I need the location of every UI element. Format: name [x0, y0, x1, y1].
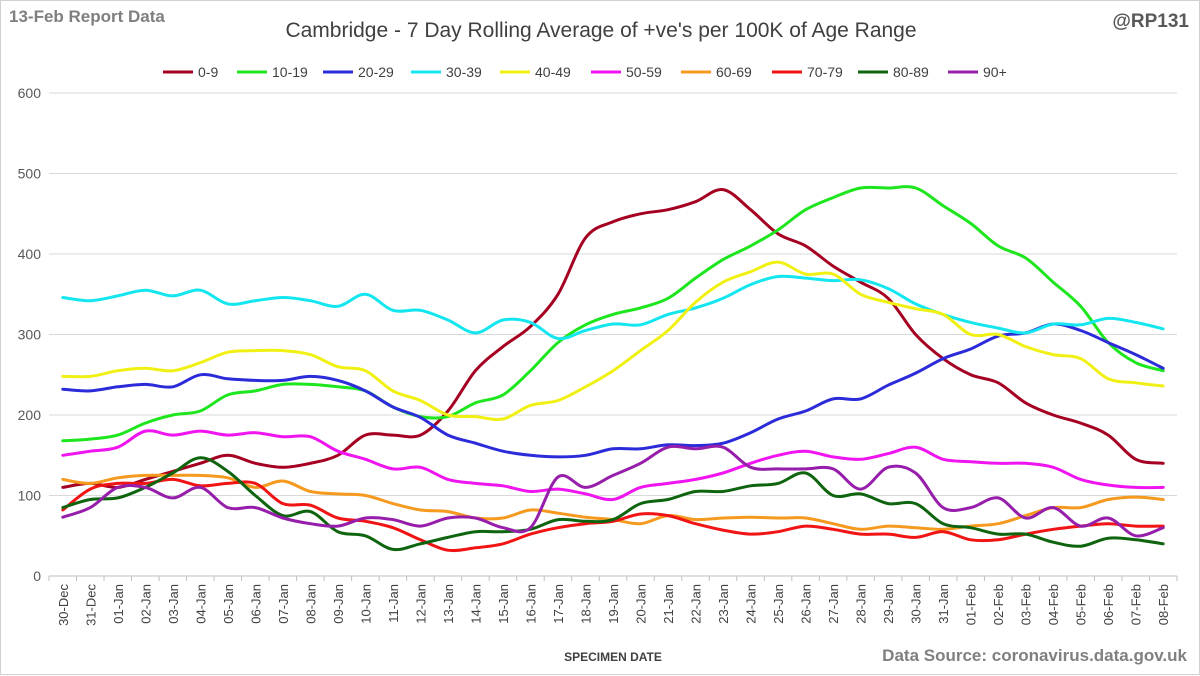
legend-label: 40-49: [535, 64, 571, 80]
x-tick-label: 16-Jan: [523, 584, 538, 624]
legend-item: 80-89: [858, 64, 929, 80]
x-tick-label: 19-Jan: [606, 584, 621, 624]
x-tick-label: 03-Jan: [166, 584, 181, 624]
legend-label: 10-19: [272, 64, 308, 80]
series-line-20-29: [61, 322, 1165, 459]
legend-label: 90+: [983, 64, 1007, 80]
x-tick-label: 04-Feb: [1046, 584, 1061, 625]
x-tick-label: 21-Jan: [661, 584, 676, 624]
x-tick-label: 22-Jan: [689, 584, 704, 624]
x-tick-label: 05-Jan: [221, 584, 236, 624]
legend-item: 60-69: [681, 64, 752, 80]
x-tick-label: 28-Jan: [854, 584, 869, 624]
legend-item: 50-59: [591, 64, 662, 80]
x-tick-label: 06-Feb: [1101, 584, 1116, 625]
y-tick-label: 600: [18, 85, 42, 101]
x-tick-label: 05-Feb: [1074, 584, 1089, 625]
series-line-70-79: [61, 477, 1165, 553]
y-tick-label: 0: [33, 568, 41, 584]
series-line-50-59: [61, 429, 1165, 502]
x-tick-label: 02-Jan: [138, 584, 153, 624]
x-tick-label: 06-Jan: [248, 584, 263, 624]
legend-item: 90+: [948, 64, 1007, 80]
x-tick-label: 07-Jan: [276, 584, 291, 624]
legend-label: 60-69: [716, 64, 752, 80]
x-tick-label: 14-Jan: [468, 584, 483, 624]
x-tick-label: 24-Jan: [744, 584, 759, 624]
legend-label: 0-9: [198, 64, 218, 80]
y-tick-label: 100: [18, 488, 42, 504]
legend-item: 30-39: [411, 64, 482, 80]
x-tick-label: 30-Dec: [56, 584, 71, 626]
x-tick-label: 20-Jan: [634, 584, 649, 624]
legend-label: 70-79: [807, 64, 843, 80]
y-tick-label: 500: [18, 166, 42, 182]
x-tick-label: 18-Jan: [578, 584, 593, 624]
data-source-label: Data Source: coronavirus.data.gov.uk: [882, 646, 1187, 665]
x-tick-label: 26-Jan: [799, 584, 814, 624]
series-line-90+: [61, 444, 1165, 538]
legend-item: 70-79: [772, 64, 843, 80]
legend-item: 0-9: [163, 64, 218, 80]
legend-label: 80-89: [893, 64, 929, 80]
chart-title: Cambridge - 7 Day Rolling Average of +ve…: [285, 19, 917, 42]
y-tick-label: 200: [18, 407, 42, 423]
x-tick-label: 03-Feb: [1019, 584, 1034, 625]
x-tick-label: 12-Jan: [413, 584, 428, 624]
x-tick-label: 08-Jan: [303, 584, 318, 624]
author-handle: @RP131: [1112, 11, 1189, 32]
x-tick-label: 01-Feb: [964, 584, 979, 625]
x-tick-label: 09-Jan: [331, 584, 346, 624]
legend-item: 10-19: [237, 64, 308, 80]
series-line-40-49: [61, 260, 1165, 422]
x-tick-label: 02-Feb: [991, 584, 1006, 625]
legend-item: 40-49: [500, 64, 571, 80]
x-tick-label: 10-Jan: [358, 584, 373, 624]
x-tick-label: 11-Jan: [386, 584, 401, 623]
report-date-label: 13-Feb Report Data: [9, 7, 165, 26]
x-tick-label: 13-Jan: [441, 584, 456, 624]
x-tick-label: 27-Jan: [826, 584, 841, 624]
x-tick-label: 07-Feb: [1129, 584, 1144, 625]
legend-label: 30-39: [446, 64, 482, 80]
y-tick-label: 400: [18, 246, 42, 262]
series-line-30-39: [61, 274, 1165, 341]
legend-label: 20-29: [358, 64, 394, 80]
x-tick-label: 15-Jan: [496, 584, 511, 624]
x-tick-label: 31-Dec: [83, 584, 98, 626]
x-tick-label: 29-Jan: [881, 584, 896, 624]
series-line-10-19: [61, 185, 1165, 443]
x-tick-label: 17-Jan: [551, 584, 566, 624]
x-tick-label: 04-Jan: [193, 584, 208, 624]
legend-item: 20-29: [323, 64, 394, 80]
x-axis-label: SPECIMEN DATE: [564, 650, 662, 664]
series-line-80-89: [61, 456, 1165, 552]
legend-label: 50-59: [626, 64, 662, 80]
x-tick-label: 25-Jan: [771, 584, 786, 624]
x-tick-label: 23-Jan: [716, 584, 731, 624]
series-line-0-9: [61, 188, 1165, 489]
x-tick-label: 08-Feb: [1156, 584, 1171, 625]
x-tick-label: 30-Jan: [909, 584, 924, 624]
x-tick-label: 01-Jan: [111, 584, 126, 624]
x-tick-label: 31-Jan: [936, 584, 951, 624]
y-tick-label: 300: [18, 327, 42, 343]
